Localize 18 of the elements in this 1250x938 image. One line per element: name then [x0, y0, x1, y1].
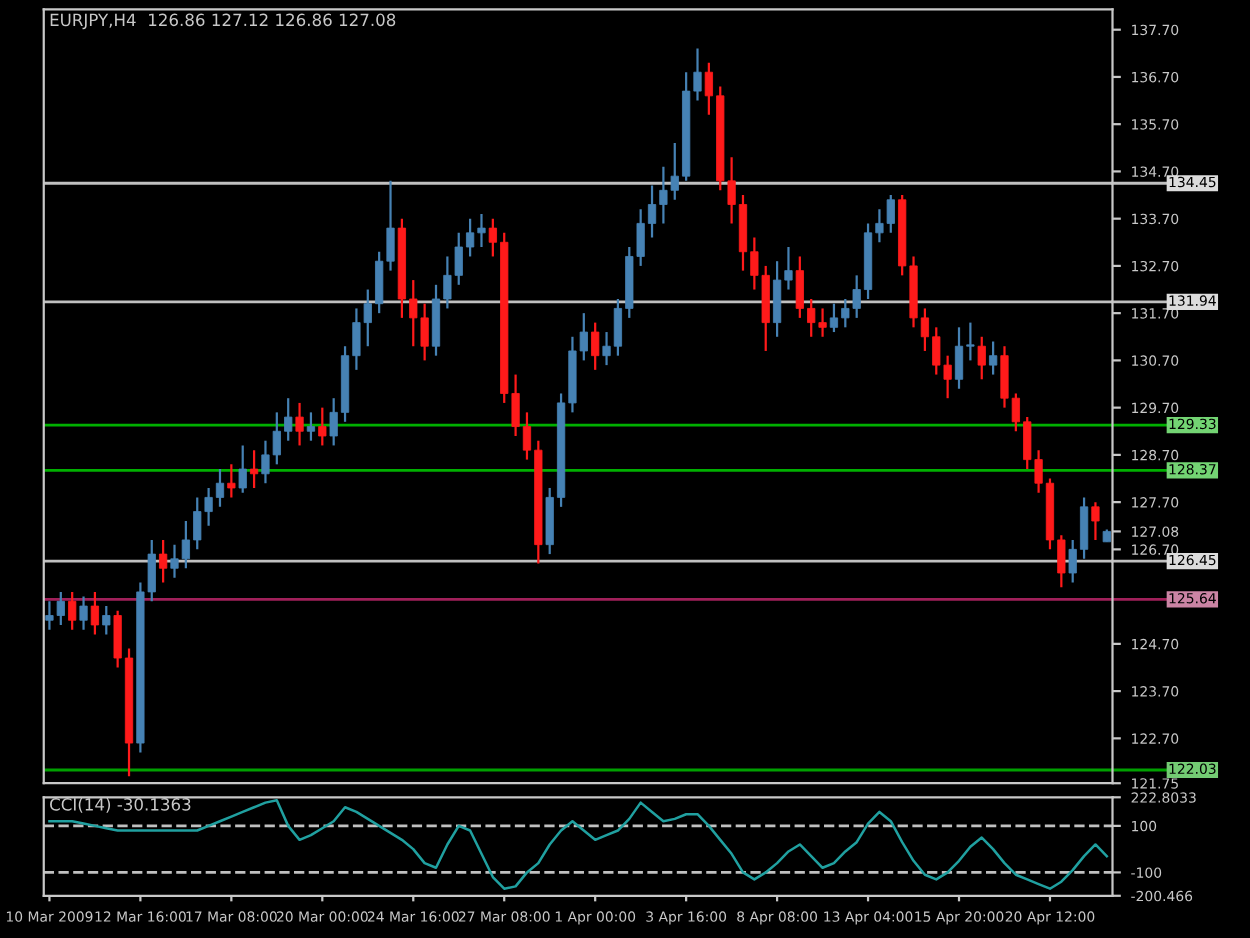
candlestick: [238, 444, 247, 494]
candlestick: [295, 401, 304, 447]
candlestick: [977, 335, 986, 381]
chart-title: CCI(14) -30.1363: [50, 797, 191, 813]
candlestick: [318, 406, 327, 447]
candlestick: [68, 590, 77, 631]
candlestick: [159, 538, 168, 584]
candlestick: [90, 590, 100, 636]
candlestick: [227, 463, 236, 499]
candlestick: [249, 449, 259, 490]
candlestick: [306, 411, 316, 442]
candlestick: [79, 595, 88, 631]
candlestick: [989, 340, 998, 376]
chart-title: EURJPY,H4 126.86 127.12 126.86 127.08: [50, 13, 396, 30]
candlestick: [1091, 501, 1100, 542]
line-series: [48, 799, 1109, 890]
candlestick: [102, 604, 111, 636]
candlestick: [591, 321, 600, 371]
